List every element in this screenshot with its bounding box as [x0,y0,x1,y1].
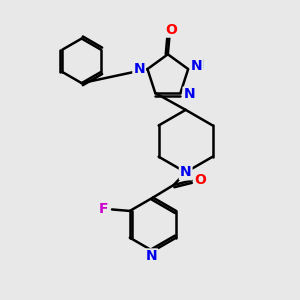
Text: N: N [133,62,145,76]
Text: N: N [184,88,195,101]
Text: N: N [146,249,157,263]
Text: N: N [191,59,202,73]
Text: F: F [99,202,108,216]
Text: O: O [165,22,177,37]
Text: H: H [194,58,205,71]
Text: O: O [194,173,206,188]
Text: N: N [180,165,191,179]
